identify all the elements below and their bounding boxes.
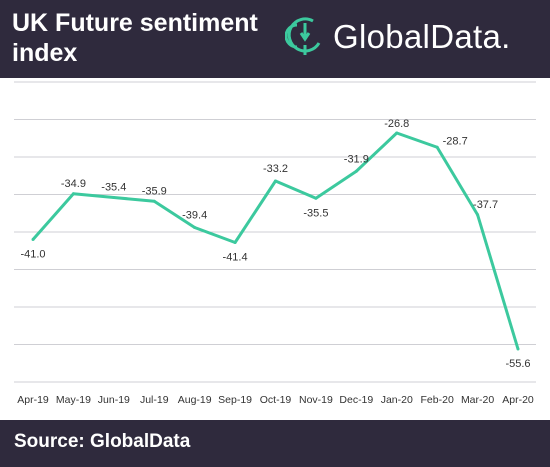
data-point bbox=[112, 196, 116, 199]
x-tick-label: Mar-20 bbox=[461, 394, 494, 406]
line-chart: -41.0 -34.9 -35.4 -35.9 -39.4 -41.4 -33.2 -35.5… bbox=[14, 81, 536, 406]
x-tick-label: Aug-19 bbox=[178, 394, 212, 406]
data-point bbox=[435, 145, 439, 149]
data-label: -35.4 bbox=[101, 182, 126, 194]
data-point bbox=[395, 131, 399, 135]
data-label: -41.4 bbox=[223, 252, 248, 264]
x-tick-label: Jan-20 bbox=[381, 394, 413, 406]
data-label: -35.9 bbox=[142, 185, 167, 197]
data-label: -33.2 bbox=[263, 163, 288, 175]
header-bar: UK Future sentiment index GlobalData. bbox=[0, 0, 550, 78]
data-label: -34.9 bbox=[61, 178, 86, 190]
data-label: -39.4 bbox=[182, 210, 207, 222]
x-tick-label: Dec-19 bbox=[339, 394, 373, 406]
data-label: -35.5 bbox=[303, 207, 328, 219]
x-tick-label: Jun-19 bbox=[98, 394, 130, 406]
brand-name: GlobalData. bbox=[333, 18, 511, 55]
x-tick-label: Jul-19 bbox=[140, 394, 169, 406]
data-label: -28.7 bbox=[443, 135, 468, 147]
footer-bar: Source: GlobalData bbox=[0, 420, 550, 467]
data-point bbox=[274, 179, 277, 183]
globaldata-logo-icon bbox=[285, 17, 321, 55]
x-tick-label: Apr-19 bbox=[17, 394, 49, 406]
x-tick-label: May-19 bbox=[56, 394, 91, 406]
x-tick-label: Apr-20 bbox=[502, 394, 534, 406]
data-point bbox=[516, 347, 520, 351]
data-point bbox=[476, 213, 480, 217]
chart-title: UK Future sentiment index bbox=[12, 9, 258, 67]
gridlines bbox=[14, 81, 536, 383]
x-tick-label: Oct-19 bbox=[260, 394, 292, 406]
x-tick-label: Nov-19 bbox=[299, 394, 333, 406]
brand-logo: GlobalData. bbox=[285, 14, 511, 60]
chart-area: -41.0 -34.9 -35.4 -35.9 -39.4 -41.4 -33.2 -35.5… bbox=[0, 78, 550, 415]
source-label: Source: GlobalData bbox=[14, 431, 191, 452]
data-label: -26.8 bbox=[384, 118, 409, 130]
data-point bbox=[314, 196, 318, 200]
data-point bbox=[152, 199, 156, 203]
x-tick-label: Sep-19 bbox=[218, 394, 252, 406]
x-tick-label: Feb-20 bbox=[421, 394, 454, 406]
data-label: -31.9 bbox=[344, 153, 369, 165]
data-label: -41.0 bbox=[20, 249, 45, 261]
data-label: -37.7 bbox=[473, 199, 498, 211]
data-label: -55.6 bbox=[505, 358, 530, 370]
data-point bbox=[193, 226, 197, 229]
data-point bbox=[354, 169, 358, 173]
data-point bbox=[233, 241, 237, 244]
data-point bbox=[31, 238, 35, 241]
data-point bbox=[71, 192, 75, 196]
